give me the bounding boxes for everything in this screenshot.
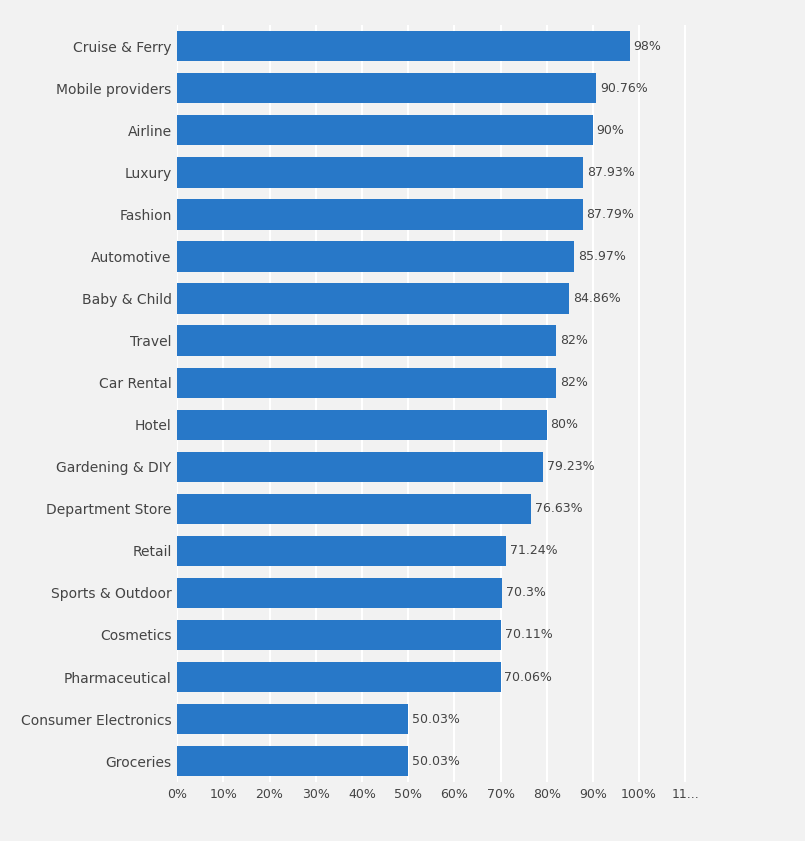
Text: 82%: 82% <box>559 334 588 347</box>
Text: 50.03%: 50.03% <box>412 754 460 768</box>
Bar <box>177 578 502 608</box>
Text: 90%: 90% <box>597 124 625 137</box>
Bar <box>177 746 408 776</box>
Bar <box>177 536 506 566</box>
Text: 87.79%: 87.79% <box>586 208 634 221</box>
Bar <box>177 283 569 314</box>
Bar <box>177 325 556 356</box>
Bar <box>177 157 584 188</box>
Text: 82%: 82% <box>559 376 588 389</box>
Bar <box>177 410 547 440</box>
Text: 79.23%: 79.23% <box>547 460 594 473</box>
Text: 98%: 98% <box>634 40 662 53</box>
Bar <box>177 73 597 103</box>
Bar <box>177 662 501 692</box>
Bar <box>177 452 543 482</box>
Text: 70.11%: 70.11% <box>505 628 552 642</box>
Text: 90.76%: 90.76% <box>600 82 648 95</box>
Text: 70.06%: 70.06% <box>505 670 552 684</box>
Text: 85.97%: 85.97% <box>578 250 625 263</box>
Text: 70.3%: 70.3% <box>506 586 546 600</box>
Text: 71.24%: 71.24% <box>510 544 558 558</box>
Text: 50.03%: 50.03% <box>412 712 460 726</box>
Text: 87.93%: 87.93% <box>587 166 635 179</box>
Text: 76.63%: 76.63% <box>535 502 583 516</box>
Bar <box>177 31 630 61</box>
Bar <box>177 115 593 145</box>
Bar <box>177 704 408 734</box>
Text: 84.86%: 84.86% <box>573 292 621 305</box>
Bar <box>177 199 583 230</box>
Bar <box>177 368 556 398</box>
Bar <box>177 620 501 650</box>
Bar <box>177 494 531 524</box>
Bar <box>177 241 574 272</box>
Text: 80%: 80% <box>551 418 579 431</box>
